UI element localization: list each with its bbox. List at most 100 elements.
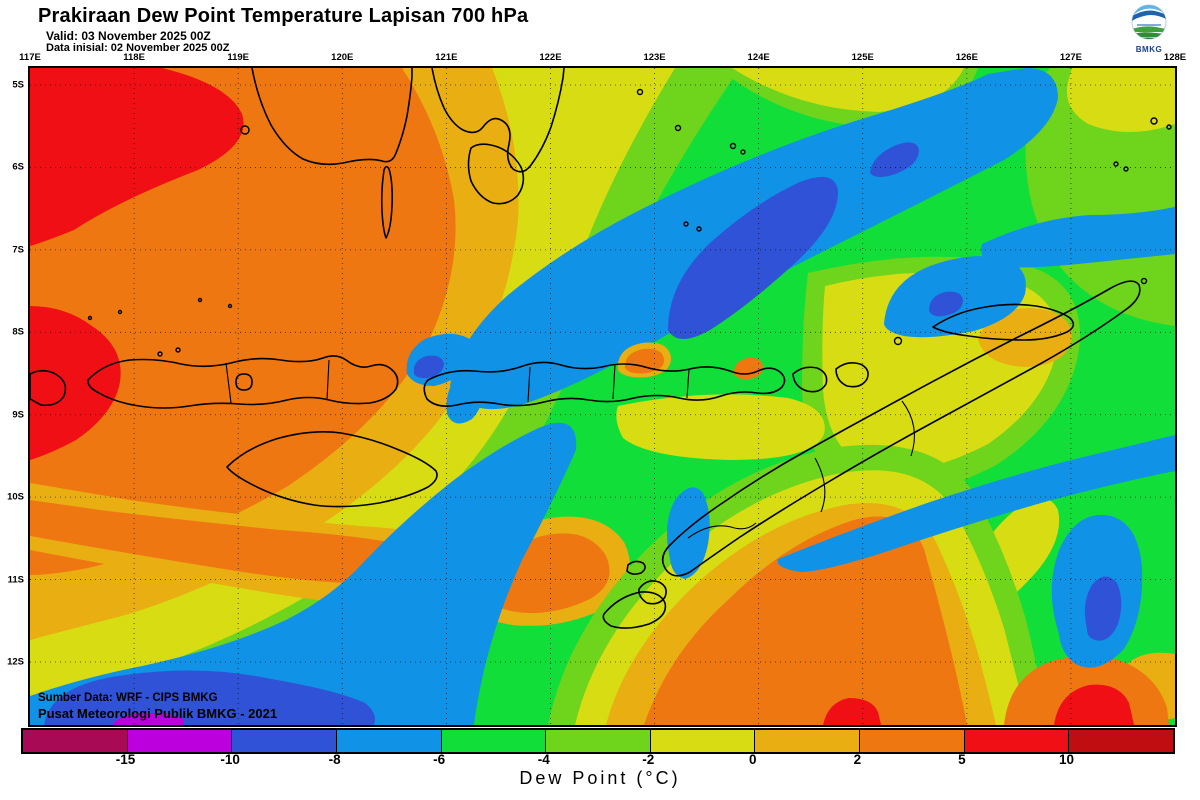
colorbar-segment-7 [755, 730, 861, 752]
border-timor-north-coast-detail [687, 522, 757, 539]
source-line-2: Pusat Meteorologi Publik BMKG - 2021 [38, 705, 278, 721]
dew-point-contour-map [30, 68, 1175, 725]
border-flores-border-3 [686, 368, 690, 399]
lat-label-8S: 8S [12, 326, 24, 338]
page-title: Prakiraan Dew Point Temperature Lapisan … [38, 5, 529, 27]
islet-16 [175, 347, 181, 353]
islet-2 [729, 142, 737, 150]
coastline-lombok-east-tip [30, 369, 67, 407]
region-gold-timor-blob [978, 308, 1072, 367]
border-sumbawa-border-1 [225, 362, 232, 404]
region-orange-eflores-1 [624, 348, 665, 374]
lon-label-120E: 120E [331, 52, 354, 63]
islet-11 [117, 309, 123, 315]
colorbar-segment-6 [650, 730, 756, 752]
coastline-semau-island [638, 580, 667, 605]
lon-label-119E: 119E [227, 52, 250, 63]
coastline-sulawesi-se-peninsula [431, 68, 565, 173]
map-frame: Sumber Data: WRF - CIPS BMKG Pusat Meteo… [28, 66, 1177, 727]
coastline-flores-island [423, 361, 786, 407]
region-sumbawa-n-royal [413, 355, 444, 379]
colorbar-tick--15: -15 [115, 752, 136, 767]
lon-label-128E: 128E [1163, 52, 1187, 63]
colorbar-tick-0: 0 [749, 752, 757, 767]
lon-label-122E: 122E [539, 52, 562, 63]
coastline-moyo-round-island [235, 373, 253, 391]
colorbar-title: Dew Point (°C) [519, 768, 681, 788]
colorbar-segment-1 [127, 730, 233, 752]
coastline-alor-island [835, 362, 869, 388]
region-band-a-royal-core [668, 176, 838, 339]
colorbar-tick-10: 10 [1058, 752, 1074, 767]
border-timor-border-e [901, 400, 915, 457]
colorbar-tick--6: -6 [433, 752, 446, 767]
lon-label-121E: 121E [435, 52, 458, 63]
colorbar-segment-2 [232, 730, 337, 752]
region-red-corner [1054, 684, 1134, 725]
coastline-sulawesi-sw-peninsula [251, 68, 413, 166]
lat-label-6S: 6S [12, 161, 24, 173]
lat-label-10S: 10S [7, 491, 24, 503]
region-mid-patch-royal-dot [929, 291, 963, 317]
region-w-timor-lblue [666, 487, 710, 579]
coastline-sumbawa-island [87, 355, 399, 409]
coastline-savu-island [626, 560, 646, 575]
colorbar-segment-0 [23, 730, 128, 752]
colorbar-segment-10 [1069, 730, 1174, 752]
region-yellow-s-flores [616, 394, 825, 460]
colorbar-tick--8: -8 [328, 752, 341, 767]
border-flores-border-2 [612, 363, 616, 400]
region-red-top-left [30, 68, 244, 246]
coastline-timor-island [661, 280, 1141, 577]
colorbar-tick-5: 5 [958, 752, 966, 767]
source-line-1: Sumber Data: WRF - CIPS BMKG [38, 692, 218, 705]
region-yellow-top-mid [732, 68, 964, 112]
lat-label-5S: 5S [12, 79, 24, 91]
islet-18 [674, 124, 682, 132]
border-timor-border-w [814, 457, 826, 513]
islet-4 [893, 336, 903, 346]
lat-label-11S: 11S [7, 574, 24, 586]
region-orange-br-core [644, 516, 967, 725]
colorbar-segment-5 [546, 730, 651, 752]
colorbar-segment-9 [964, 730, 1070, 752]
coastline-adonara-lembata [792, 366, 828, 393]
colorbar-tick--10: -10 [220, 752, 240, 767]
border-flores-border-1 [527, 366, 531, 403]
coastline-selayar-island [380, 165, 393, 239]
islet-14 [240, 125, 250, 135]
longitude-axis: 117E 118E 119E 120E 121E 122E 123E 124E 125E 126E… [19, 52, 1186, 65]
region-red-bottom-mid [823, 698, 881, 725]
bmkg-logo-label: BMKG [1135, 45, 1163, 54]
region-band-c-lblue [777, 435, 1175, 572]
region-right-patch-royal [1084, 576, 1122, 641]
islet-8 [1150, 117, 1158, 125]
region-band-a-royal-ne [870, 142, 919, 177]
coastline-wetar-island [932, 303, 1075, 341]
lon-label-118E: 118E [123, 52, 145, 63]
islet-3 [740, 149, 746, 155]
colorbar-tick--2: -2 [642, 752, 655, 767]
lat-label-7S: 7S [12, 244, 24, 256]
source-credits: Sumber Data: WRF - CIPS BMKG Pusat Meteo… [38, 691, 277, 722]
latitude-axis: 5S 6S 7S 8S 9S 10S 11S 12S [0, 68, 26, 725]
region-bottom-royal [44, 670, 375, 725]
coastline-sumba-island [226, 431, 438, 508]
colorbar-tick-labels: -15 -10 -8 -6 -4 -2 0 2 5 10 [21, 752, 1171, 768]
lon-label-124E: 124E [747, 52, 770, 63]
region-yellow-top-right [1066, 68, 1175, 132]
lon-label-127E: 127E [1059, 52, 1082, 63]
islet-17 [636, 88, 644, 96]
colorbar-segment-8 [860, 730, 965, 752]
lon-label-123E: 123E [643, 52, 666, 63]
islet-13 [227, 303, 233, 309]
colorbar-tick-2: 2 [853, 752, 862, 767]
islet-6 [1113, 161, 1119, 167]
region-bottom-blue-region [30, 422, 577, 725]
islet-12 [197, 297, 203, 303]
islet-9 [1166, 124, 1172, 130]
region-red-left-edge [30, 306, 121, 460]
islet-7 [1123, 166, 1129, 172]
lat-label-9S: 9S [12, 409, 24, 421]
colorbar [21, 728, 1175, 754]
